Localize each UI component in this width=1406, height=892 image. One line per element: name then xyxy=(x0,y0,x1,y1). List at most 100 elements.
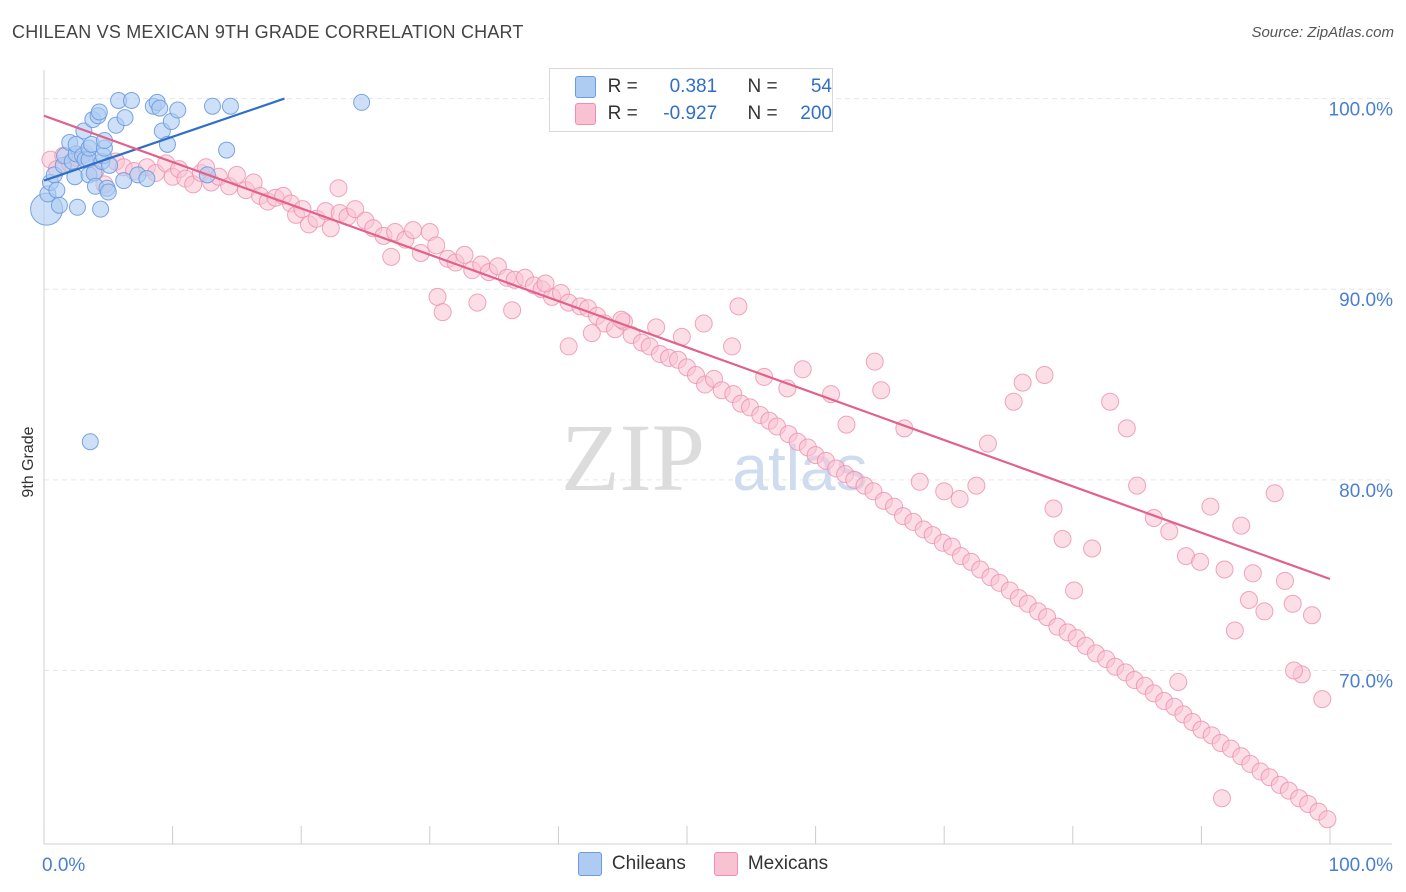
mexicans-point-158 xyxy=(729,297,748,316)
chileans-point-53 xyxy=(81,433,99,451)
mexicans-point-181 xyxy=(1128,476,1147,495)
y-tick-label-2: 80.0% xyxy=(1339,481,1393,502)
stats-row-mexicans: R = -0.927 N = 200 xyxy=(550,100,832,128)
mexicans-point-170 xyxy=(967,476,986,495)
mexicans-point-179 xyxy=(1101,392,1120,411)
chileans-point-4 xyxy=(48,181,66,199)
mexicans-point-23 xyxy=(227,165,246,184)
legend-label-chileans: Chileans xyxy=(611,853,686,874)
chart-title: CHILEAN VS MEXICAN 9TH GRADE CORRELATION… xyxy=(12,22,524,42)
legend-item-chileans[interactable]: Chileans xyxy=(577,852,686,876)
mexicans-point-39 xyxy=(346,200,365,219)
trend-lines xyxy=(43,97,1331,581)
mexicans-point-143 xyxy=(1318,810,1337,829)
x-tick-label-1: 100.0% xyxy=(1329,855,1394,876)
mexicans-point-180 xyxy=(1117,419,1136,438)
stats-row-chileans: R = 0.381 N = 54 xyxy=(550,73,832,101)
mexicans-point-45 xyxy=(404,221,423,240)
x-tick-label-0: 0.0% xyxy=(42,855,85,876)
mexicans-point-176 xyxy=(1053,529,1072,548)
chileans-point-36 xyxy=(115,172,133,190)
mexicans-point-200 xyxy=(1239,590,1258,609)
chileans-point-52 xyxy=(353,93,371,111)
chileans-swatch xyxy=(575,76,596,98)
mexicans-point-168 xyxy=(935,482,954,501)
mexicans-point-164 xyxy=(865,352,884,371)
chileans-point-32 xyxy=(99,183,117,201)
chileans-point-38 xyxy=(122,92,140,110)
mexicans-point-171 xyxy=(978,434,997,453)
mexicans-point-163 xyxy=(837,415,856,434)
mexicans-point-169 xyxy=(950,489,969,508)
mexicans-point-186 xyxy=(1201,497,1220,516)
mexicans-point-193 xyxy=(1275,571,1294,590)
chileans-point-13 xyxy=(68,198,86,216)
r-label: R = xyxy=(607,76,638,97)
mexicans-point-188 xyxy=(1225,621,1244,640)
mexicans-point-161 xyxy=(793,360,812,379)
mexicans-point-165 xyxy=(872,381,891,400)
legend-label-mexicans: Mexicans xyxy=(747,853,829,874)
mexicans-point-198 xyxy=(1212,789,1231,808)
mexicans-point-46 xyxy=(411,244,430,263)
stats-legend: R = 0.381 N = 54 R = -0.927 N = 200 xyxy=(549,68,833,132)
mexicans-point-148 xyxy=(468,293,487,312)
mexicans-point-150 xyxy=(536,274,555,293)
mexicans-point-196 xyxy=(1302,606,1321,625)
mexicans-point-173 xyxy=(1013,373,1032,392)
watermark-zip: ZIP xyxy=(561,404,705,511)
n-value: 200 xyxy=(800,103,832,124)
chileans-point-37 xyxy=(116,109,134,127)
mexicans-point-156 xyxy=(694,314,713,333)
mexicans-point-51 xyxy=(455,245,474,264)
y-tick-label-1: 90.0% xyxy=(1339,290,1393,311)
mexicans-point-147 xyxy=(433,303,452,322)
chileans-point-5 xyxy=(50,196,68,214)
mexicans-point-172 xyxy=(1004,392,1023,411)
mexicans-point-152 xyxy=(582,324,601,343)
chileans-point-50 xyxy=(218,141,236,159)
r-value: 0.381 xyxy=(669,76,718,97)
chileans-trend-line xyxy=(43,97,285,182)
mexicans-point-177 xyxy=(1065,581,1084,600)
mexicans-point-174 xyxy=(1035,366,1054,385)
mexicans-point-191 xyxy=(1255,602,1274,621)
mexicans-point-144 xyxy=(329,179,348,198)
chileans-point-51 xyxy=(221,97,239,115)
n-value: 54 xyxy=(810,76,832,97)
chileans-point-47 xyxy=(169,101,187,119)
source-note: Source: ZipAtlas.com xyxy=(1251,24,1394,41)
mexicans-point-189 xyxy=(1232,516,1251,535)
mexicans-point-151 xyxy=(559,337,578,356)
mexicans-point-149 xyxy=(503,301,522,320)
chileans-point-25 xyxy=(90,103,108,121)
chileans-point-49 xyxy=(203,97,221,115)
chileans-legend-swatch xyxy=(577,852,602,876)
mexicans-point-178 xyxy=(1083,539,1102,558)
mexicans-point-48 xyxy=(427,236,446,255)
chileans-point-43 xyxy=(151,99,169,117)
legend-item-mexicans[interactable]: Mexicans xyxy=(713,852,829,876)
mexicans-point-145 xyxy=(382,247,401,266)
mexicans-swatch xyxy=(575,103,596,125)
mexicans-point-167 xyxy=(910,472,929,491)
mexicans-point-175 xyxy=(1044,499,1063,518)
mexicans-point-199 xyxy=(1169,672,1188,691)
chileans-points xyxy=(30,92,371,451)
tick-labels: 100.0% 90.0% 80.0% 70.0% 0.0% 100.0% xyxy=(42,100,1393,876)
mexicans-legend-swatch xyxy=(713,852,738,876)
chileans-point-40 xyxy=(138,170,156,188)
mexicans-point-190 xyxy=(1243,564,1262,583)
n-label: N = xyxy=(747,76,778,97)
y-tick-label-3: 70.0% xyxy=(1339,672,1393,693)
mexicans-point-197 xyxy=(1313,690,1332,709)
mexicans-point-187 xyxy=(1215,560,1234,579)
series-legend: Chileans Mexicans xyxy=(0,852,1406,876)
mexicans-point-185 xyxy=(1191,552,1210,571)
r-value: -0.927 xyxy=(663,103,718,124)
y-axis-label: 9th Grade xyxy=(20,426,37,497)
mexicans-point-146 xyxy=(428,287,447,306)
mexicans-point-192 xyxy=(1265,484,1284,503)
n-label: N = xyxy=(747,103,778,124)
